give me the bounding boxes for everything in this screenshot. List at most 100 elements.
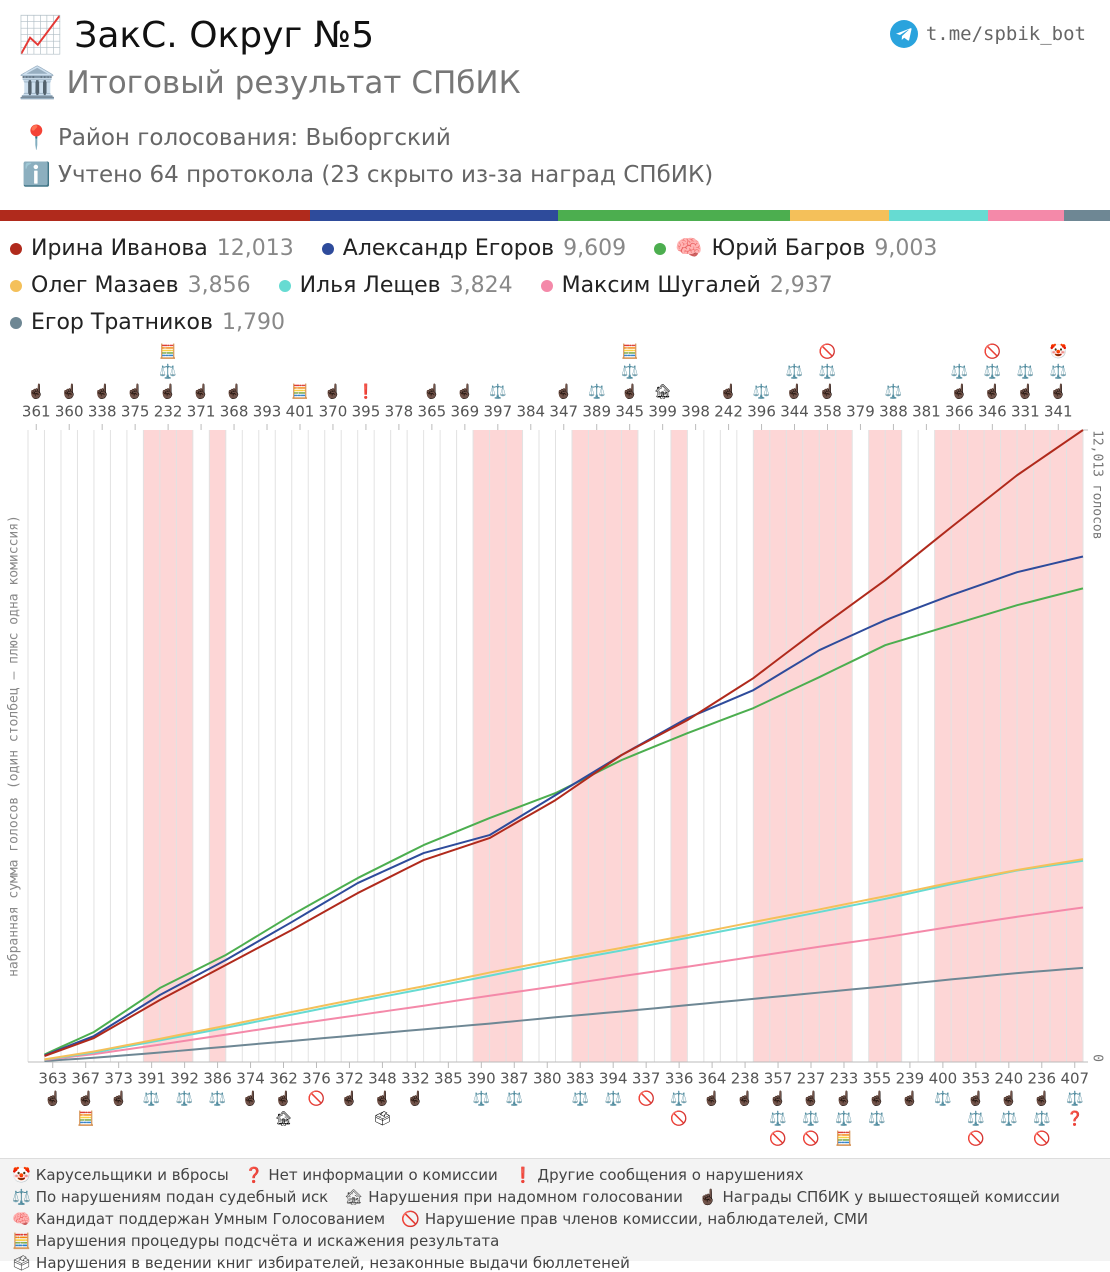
column-icon: ⚖️ <box>951 363 968 380</box>
flagged-column <box>951 430 968 1062</box>
title-text: ЗакС. Округ №5 <box>74 15 375 56</box>
legend-total: 9,609 <box>563 236 627 261</box>
column-icon: ☝🏿 <box>324 382 341 400</box>
icon-legend-text: По нарушениям подан судебный иск <box>35 1188 329 1206</box>
flagged-column <box>1066 430 1083 1062</box>
column-label: 331 <box>1011 403 1040 421</box>
column-label: 397 <box>483 403 512 421</box>
column-icon: ❗ <box>357 383 374 400</box>
column-icon: 🧮 <box>77 1110 94 1127</box>
series-line <box>44 966 1084 1062</box>
flagged-column <box>1050 430 1067 1062</box>
protocol-count: ℹ️ Учтено 64 протокола (23 скрыто из-за … <box>22 161 713 188</box>
column-icon: 🚫 <box>802 1130 819 1147</box>
icon-legend-text: Карусельщики и вбросы <box>35 1166 229 1184</box>
icon-legend-icon: 🗳 <box>12 1254 32 1272</box>
column-icon: ☝🏿 <box>407 1089 424 1107</box>
column-label: 376 <box>302 1070 331 1088</box>
column-label: 348 <box>368 1070 397 1088</box>
column-icon: ☝🏿 <box>621 382 638 400</box>
column-icon: 🧮 <box>159 343 176 360</box>
legend-dot <box>278 279 291 292</box>
icon-legend-text: Кандидат поддержан Умным Голосованием <box>35 1210 386 1228</box>
column-icon: ☝🏿 <box>374 1089 391 1107</box>
y-axis-label: набранная сумма голосов (один столбец – … <box>7 515 22 977</box>
legend-total: 3,856 <box>187 273 251 298</box>
column-icon: 🚫 <box>984 343 1001 360</box>
column-label: 407 <box>1060 1070 1089 1088</box>
share-bar <box>0 210 1110 221</box>
column-label: 398 <box>681 403 710 421</box>
telegram-link[interactable]: t.me/spbik_bot <box>889 20 1086 48</box>
icon-legend-icon: 🧮 <box>12 1232 31 1250</box>
column-label: 373 <box>104 1070 133 1088</box>
flagged-column <box>209 430 226 1062</box>
column-icon: ☝🏿 <box>786 382 803 400</box>
column-icon: ⚖️ <box>489 383 506 400</box>
count-icon: ℹ️ <box>22 162 51 188</box>
legend-total: 12,013 <box>216 236 294 261</box>
column-label: 345 <box>615 403 644 421</box>
column-icon: ☝🏿 <box>1050 382 1067 400</box>
column-icon: ☝🏿 <box>967 1089 984 1107</box>
column-icon: ⚖️ <box>1000 1110 1017 1127</box>
column-icon: ☝🏿 <box>192 382 209 400</box>
legend-total: 1,790 <box>221 310 285 335</box>
flagged-column <box>159 430 177 1062</box>
column-icon: ☝🏿 <box>835 1089 852 1107</box>
flagged-column <box>670 430 688 1062</box>
legend-dot <box>540 279 553 292</box>
icon-legend-icon: 🏚 <box>344 1188 364 1206</box>
icon-legend-text: Нарушения при надомном голосовании <box>368 1188 683 1206</box>
column-icon: 🧮 <box>621 343 638 360</box>
column-icon: ☝🏿 <box>423 382 440 400</box>
column-label: 383 <box>566 1070 595 1088</box>
legend-name: Илья Лещев <box>299 273 441 298</box>
legend-dot <box>10 242 22 255</box>
legend: Ирина Иванова 12,013 Александр Егоров 9,609… <box>10 234 970 337</box>
flagged-column <box>769 430 787 1062</box>
column-icon: ⚖️ <box>506 1090 523 1107</box>
column-icon: ☝🏿 <box>736 1089 753 1107</box>
column-label: 344 <box>780 403 809 421</box>
district-text: Район голосования: Выборгский <box>57 125 451 151</box>
column-label: 239 <box>896 1070 925 1088</box>
column-icon: ⚖️ <box>819 363 836 380</box>
column-label: 368 <box>220 403 249 421</box>
flagged-column <box>604 430 622 1062</box>
column-label: 393 <box>253 403 282 421</box>
series-line <box>44 555 1084 1057</box>
legend-name: Ирина Иванова <box>31 236 208 261</box>
column-icon: 🧮 <box>835 1130 852 1147</box>
column-label: 240 <box>995 1070 1024 1088</box>
column-label: 401 <box>286 403 315 421</box>
column-icon: ☝🏿 <box>225 382 242 400</box>
column-label: 378 <box>385 403 414 421</box>
column-icon: ⚖️ <box>604 1090 621 1107</box>
column-icon: ☝🏿 <box>1017 382 1034 400</box>
icon-legend-item: ❗ Другие сообщения о нарушениях <box>514 1166 804 1184</box>
series-line <box>44 859 1084 1061</box>
legend-name: Александр Егоров <box>342 236 555 261</box>
column-label: 386 <box>203 1070 232 1088</box>
column-label: 392 <box>170 1070 199 1088</box>
legend-total: 9,003 <box>874 236 938 261</box>
column-label: 379 <box>846 403 875 421</box>
column-icon: 🚫 <box>308 1090 325 1107</box>
legend-dot <box>321 242 334 255</box>
column-icon: 🚫 <box>967 1130 984 1147</box>
footer <box>0 1158 1110 1261</box>
column-icon: 🤡 <box>1050 343 1067 360</box>
column-icon: ☝🏿 <box>93 382 110 400</box>
column-icon: 🚫 <box>769 1130 786 1147</box>
column-label: 233 <box>830 1070 859 1088</box>
icon-legend-item: 🗳 Нарушения в ведении книг избирателей, н… <box>12 1254 630 1272</box>
telegram-link-text[interactable]: t.me/spbik_bot <box>925 23 1086 45</box>
icon-legend-item: 🧠 Кандидат поддержан Умным Голосованием <box>12 1210 385 1228</box>
column-icon: ☝🏿 <box>341 1089 358 1107</box>
legend-item: Илья Лещев 3,824 <box>278 271 513 300</box>
column-icon: ☝🏿 <box>901 1089 918 1107</box>
column-label: 385 <box>434 1070 463 1088</box>
column-icon: ☝🏿 <box>555 382 572 400</box>
